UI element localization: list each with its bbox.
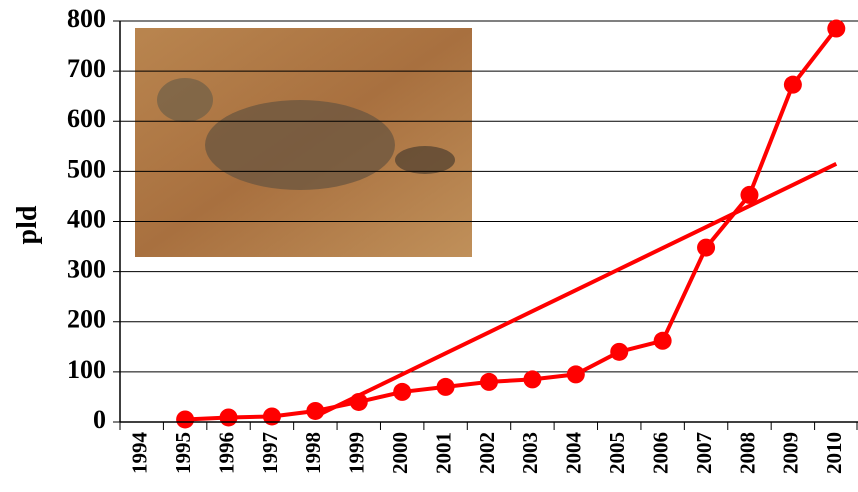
- x-tick-label: 1999: [345, 432, 369, 474]
- x-tick-label: 1996: [214, 432, 238, 474]
- x-tick-label: 2010: [822, 432, 846, 474]
- y-tick-label: 500: [67, 154, 106, 183]
- marker: [740, 185, 759, 204]
- marker: [393, 382, 412, 401]
- marker: [697, 238, 716, 257]
- marker: [827, 19, 846, 38]
- y-tick-label: 0: [93, 405, 106, 434]
- marker: [349, 392, 368, 411]
- marker: [653, 331, 672, 350]
- marker: [306, 401, 325, 420]
- x-tick-label: 2004: [562, 432, 586, 475]
- marker: [436, 377, 455, 396]
- marker: [262, 407, 281, 426]
- x-tick-label: 1994: [128, 432, 152, 475]
- x-tick-label: 2002: [475, 432, 499, 474]
- x-tick-label: 2001: [431, 432, 455, 474]
- photo: [135, 28, 472, 257]
- marker: [523, 370, 542, 389]
- y-tick-label: 100: [67, 355, 106, 384]
- x-tick-label: 1998: [301, 432, 325, 474]
- x-tick-label: 1997: [258, 432, 282, 474]
- x-tick-label: 2003: [518, 432, 542, 474]
- trend-line: [314, 162, 838, 419]
- marker: [176, 410, 195, 429]
- y-axis-label: pld: [12, 205, 43, 244]
- x-tick-label: 2007: [692, 432, 716, 474]
- y-tick-label: 300: [67, 255, 106, 284]
- x-tick-label: 2005: [605, 432, 629, 474]
- y-tick-label: 200: [67, 305, 106, 334]
- x-tick-label: 1995: [171, 432, 195, 474]
- marker: [783, 75, 802, 94]
- x-tick-label: 2008: [735, 432, 759, 474]
- x-tick-label: 2006: [648, 432, 672, 474]
- marker: [566, 365, 585, 384]
- marker: [480, 372, 498, 391]
- y-tick-label: 700: [67, 54, 106, 83]
- y-tick-label: 400: [67, 204, 106, 233]
- series-line: [185, 27, 838, 422]
- marker: [219, 408, 238, 427]
- y-tick-label: 800: [67, 4, 106, 33]
- x-tick-label: 2009: [779, 432, 803, 474]
- y-tick-label: 600: [67, 104, 106, 133]
- x-tick-label: 2000: [388, 432, 412, 474]
- marker: [610, 342, 629, 361]
